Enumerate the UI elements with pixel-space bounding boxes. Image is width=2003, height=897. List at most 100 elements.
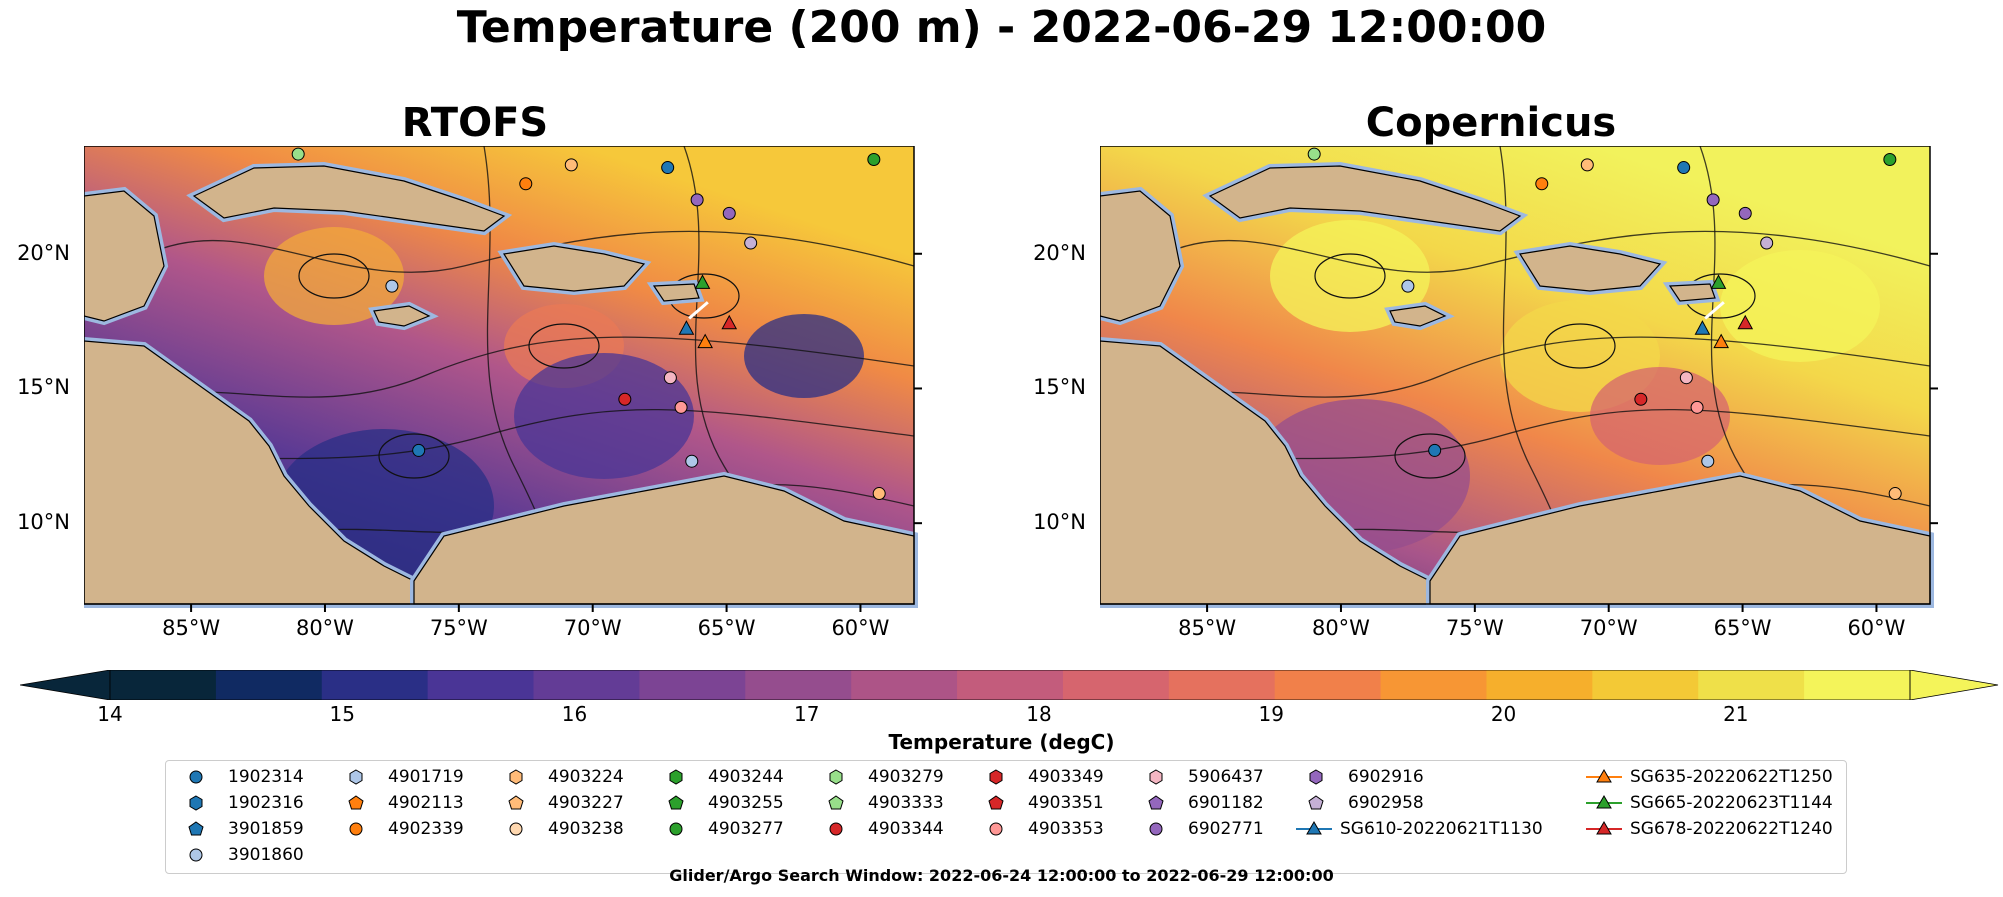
copernicus-map-panel: Copernicus 85°W 80°W 75°W 70°W 65°W 60°W 20°N 1…: [1033, 100, 1938, 640]
lon-tick-label: 75°W: [1445, 616, 1504, 640]
colorbar-segment: [851, 670, 958, 700]
colorbar-label: Temperature (degC): [888, 730, 1115, 754]
argo-float-marker: [564, 158, 578, 172]
temperature-colorbar: [20, 670, 1999, 700]
legend-item: 1902314: [176, 767, 304, 787]
argo-float-marker: [385, 279, 399, 293]
temperature-eddy: [1720, 250, 1880, 362]
argo-float-marker: [1307, 147, 1321, 161]
legend-item: 4903349: [976, 767, 1104, 787]
colorbar-tick-label: 17: [794, 702, 820, 726]
land-mass: [84, 190, 165, 322]
legend-item-label: 1902316: [228, 793, 304, 813]
legend-item-label: 6902916: [1348, 767, 1424, 787]
platform-legend: 1902314 1902316 3901859 3901860 4901719 49021…: [165, 760, 1847, 874]
legend-item: 4903277: [656, 819, 784, 839]
lon-tick-label: 75°W: [429, 616, 488, 640]
legend-item-label: SG665-20220623T1144: [1630, 793, 1833, 813]
legend-item: 4903344: [816, 819, 944, 839]
lat-tick-label: 15°N: [1033, 375, 1086, 400]
ocean-temperature-map: [1100, 146, 1938, 612]
legend-item-label: SG610-20220621T1130: [1340, 819, 1543, 839]
legend-item-label: SG678-20220622T1240: [1630, 819, 1833, 839]
legend-item: 3901860: [176, 845, 304, 865]
land-mass: [192, 165, 506, 232]
glider-marker: [1737, 314, 1754, 330]
colorbar-tick-label: 14: [97, 702, 123, 726]
pentagon-marker-icon: [188, 821, 204, 836]
land-mass: [652, 283, 700, 302]
glider-marker: [1710, 274, 1727, 289]
pentagon-marker-icon: [988, 795, 1004, 810]
legend-item: 4903224: [496, 767, 624, 787]
argo-float-marker: [412, 443, 426, 457]
colorbar-tick-label: 19: [1258, 702, 1284, 726]
legend-item: 4902339: [336, 819, 464, 839]
colorbar-segment: [215, 670, 323, 700]
temperature-eddy: [1270, 220, 1430, 332]
hexagon-marker-icon: [189, 795, 203, 811]
legend-item: 4903351: [976, 793, 1104, 813]
land-mass: [1389, 305, 1447, 327]
land-mass: [373, 305, 431, 327]
colorbar-segment: [957, 670, 1064, 700]
colorbar-tick-label: 18: [1026, 702, 1052, 726]
land-mass: [1208, 165, 1522, 232]
legend-item: 6902771: [1136, 819, 1264, 839]
lat-tick-label: 20°N: [17, 240, 70, 265]
lat-tick-label: 10°N: [1033, 510, 1086, 535]
argo-float-marker: [661, 161, 675, 175]
land-mass: [1668, 283, 1716, 302]
glider-marker: [721, 314, 738, 330]
land-mass: [503, 245, 646, 292]
triangle-line-marker-icon: [1586, 795, 1622, 809]
legend-item-label: 4903238: [548, 819, 624, 839]
lon-tick-label: 85°W: [1178, 616, 1237, 640]
lon-tick-label: 65°W: [1713, 616, 1772, 640]
rtofs-map-panel: RTOFS 85°W 80°W 75°W 70°W 65°W 60°W 20°N 15°N 10…: [17, 100, 922, 640]
argo-float-marker: [1888, 487, 1902, 501]
eddy-streamline: [1394, 433, 1466, 479]
legend-item: 4903244: [656, 767, 784, 787]
argo-float-marker: [1701, 454, 1715, 468]
colorbar-segment: [1698, 670, 1805, 700]
current-streamline: [143, 230, 915, 273]
colorbar-segment: [110, 670, 217, 700]
colorbar-segment: [1486, 670, 1593, 700]
legend-item-label: 4903351: [1028, 793, 1104, 813]
argo-float-marker: [722, 206, 736, 220]
legend-item-label: 4903277: [708, 819, 784, 839]
argo-float-marker: [1535, 177, 1549, 191]
hexagon-marker-icon: [349, 769, 363, 785]
legend-item-label: 4902113: [388, 793, 464, 813]
legend-item-label: 4903255: [708, 793, 784, 813]
glider-marker: [697, 333, 713, 349]
argo-float-marker: [1634, 392, 1648, 406]
legend-item-label: SG635-20220622T1250: [1630, 767, 1833, 787]
argo-float-marker: [1679, 371, 1693, 385]
eddy-streamline: [298, 253, 370, 299]
legend-item-label: 4901719: [388, 767, 464, 787]
hexagon-marker-icon: [509, 769, 523, 785]
argo-float-marker: [1690, 400, 1704, 414]
legend-item-label: 4902339: [388, 819, 464, 839]
eddy-streamline: [378, 433, 450, 479]
legend-item-label: 4903353: [1028, 819, 1104, 839]
legend-item: SG678-20220622T1240: [1586, 819, 1833, 839]
argo-float-marker: [872, 487, 886, 501]
circle-marker-icon: [349, 822, 363, 836]
pentagon-marker-icon: [1148, 795, 1164, 810]
legend-item: SG635-20220622T1250: [1586, 767, 1833, 787]
legend-item: 4901719: [336, 767, 464, 787]
argo-float-marker: [291, 147, 305, 161]
colorbar-segment: [745, 670, 852, 700]
argo-float-marker: [1706, 193, 1720, 207]
triangle-line-marker-icon: [1586, 769, 1622, 783]
legend-item: 4903227: [496, 793, 624, 813]
hexagon-marker-icon: [989, 769, 1003, 785]
lon-tick-label: 60°W: [1847, 616, 1906, 640]
eddy-streamline: [528, 323, 600, 369]
legend-item: 4903333: [816, 793, 944, 813]
argo-float-marker: [685, 454, 699, 468]
argo-float-marker: [1738, 206, 1752, 220]
